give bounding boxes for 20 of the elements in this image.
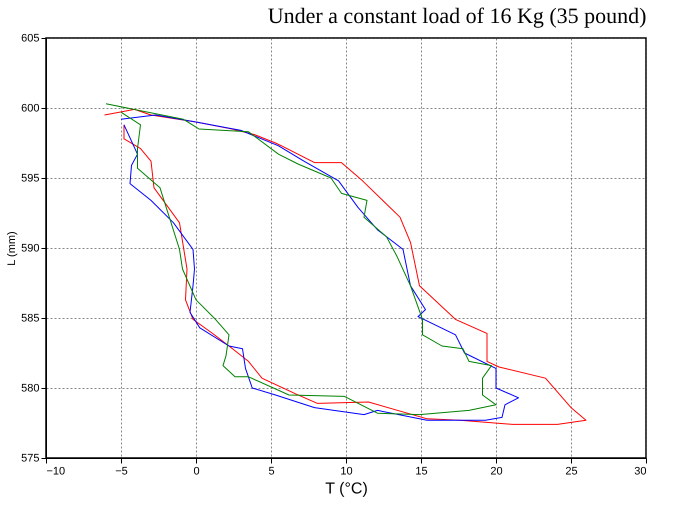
x-tick-label: 5 (268, 466, 275, 478)
y-axis-title: L (mm) (6, 231, 18, 266)
y-tick-label: 595 (21, 172, 40, 184)
y-tick-label: 605 (21, 32, 40, 44)
x-tick-label: 0 (193, 466, 200, 478)
x-tick-label: −10 (46, 466, 66, 478)
y-tick-label: 580 (21, 382, 40, 394)
x-tick-label: −5 (115, 466, 128, 478)
y-tick-label: 590 (21, 242, 40, 254)
y-tick-label: 575 (21, 452, 40, 464)
x-tick-label: 25 (565, 466, 578, 478)
x-tick-label: 20 (490, 466, 503, 478)
y-tick-label: 585 (21, 312, 40, 324)
line-series (104, 108, 586, 425)
y-tick-label: 600 (21, 102, 40, 114)
x-tick-label: 15 (415, 466, 428, 478)
x-tick-label: 30 (634, 466, 646, 478)
x-axis-title: T (°C) (325, 480, 368, 498)
x-tick-label: 10 (340, 466, 353, 478)
chart-title: Under a constant load of 16 Kg (35 pound) (268, 3, 646, 28)
